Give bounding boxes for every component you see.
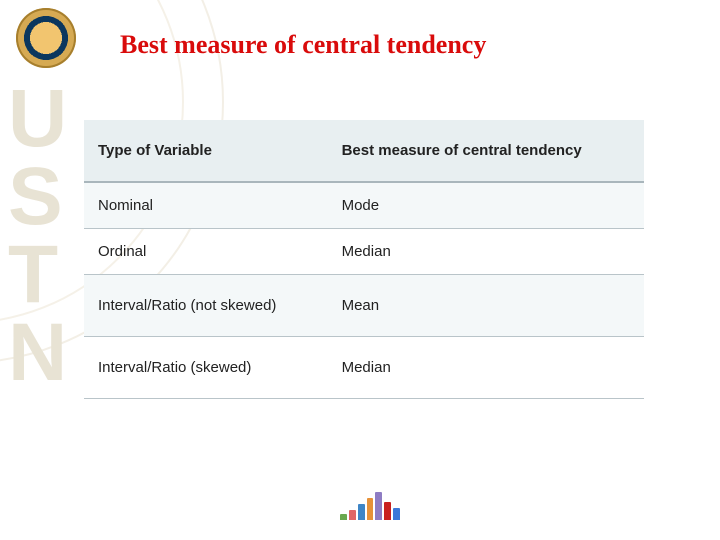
- cell-var-type: Ordinal: [84, 229, 328, 275]
- wm-letter: U: [8, 80, 63, 158]
- wm-letter: S: [8, 158, 63, 236]
- wm-letter: T: [8, 236, 63, 314]
- cell-measure: Median: [328, 337, 644, 399]
- cell-measure: Mean: [328, 275, 644, 337]
- cell-var-type: Nominal: [84, 182, 328, 229]
- table-header-row: Type of Variable Best measure of central…: [84, 120, 644, 182]
- slide-title: Best measure of central tendency: [120, 30, 486, 60]
- chart-bar: [384, 502, 391, 520]
- chart-bar: [375, 492, 382, 520]
- cell-measure: Mode: [328, 182, 644, 229]
- bar-chart-icon: [340, 480, 400, 520]
- chart-bar: [393, 508, 400, 520]
- chart-bar: [340, 514, 347, 520]
- cell-var-type: Interval/Ratio (skewed): [84, 337, 328, 399]
- cell-measure: Median: [328, 229, 644, 275]
- col-header-best-measure: Best measure of central tendency: [328, 120, 644, 182]
- central-tendency-table: Type of Variable Best measure of central…: [84, 120, 644, 399]
- cell-var-type: Interval/Ratio (not skewed): [84, 275, 328, 337]
- chart-bar: [367, 498, 374, 520]
- chart-bar: [349, 510, 356, 520]
- table-row: Interval/Ratio (skewed) Median: [84, 337, 644, 399]
- watermark-letters: U S T N: [8, 80, 63, 392]
- institution-logo: [16, 8, 76, 68]
- chart-bar: [358, 504, 365, 520]
- table-row: Interval/Ratio (not skewed) Mean: [84, 275, 644, 337]
- table-row: Nominal Mode: [84, 182, 644, 229]
- col-header-variable-type: Type of Variable: [84, 120, 328, 182]
- table-row: Ordinal Median: [84, 229, 644, 275]
- wm-letter: N: [8, 314, 63, 392]
